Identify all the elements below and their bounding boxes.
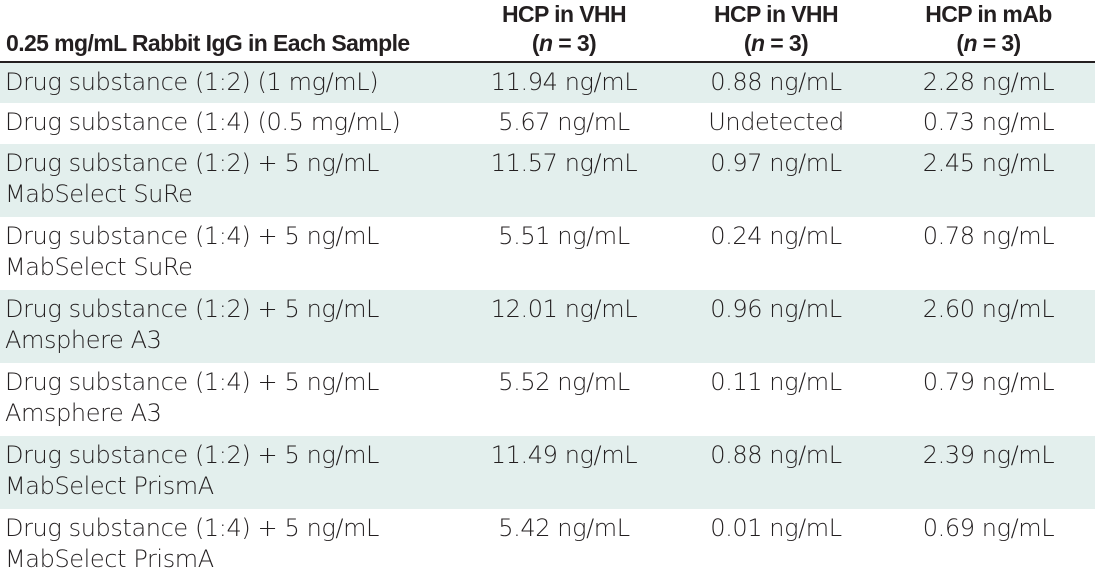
hcp-mab-cell: 0.73 ng/mL: [922, 108, 1055, 136]
hcp-vhh-1-cell: 11.57 ng/mL: [458, 144, 670, 217]
header-n-prefix: (: [531, 30, 540, 56]
header-n-value: = 3): [976, 30, 1021, 56]
hcp-mab-cell: 2.28 ng/mL: [882, 62, 1095, 103]
hcp-vhh-1-cell: 5.42 ng/mL: [498, 514, 630, 542]
sample-cell: Drug substance (1:4) + 5 ng/mL Amsphere A…: [0, 363, 458, 436]
sample-line1: Drug substance (1:2) + 5 ng/mL: [5, 441, 380, 469]
sample-cell: Drug substance (1:2) + 5 ng/mL MabSelect …: [0, 436, 458, 509]
sample-line2: Amsphere A3: [5, 399, 162, 427]
header-label: HCP in VHH: [714, 1, 839, 27]
sample-line1: Drug substance (1:4) (0.5 mg/mL): [5, 108, 401, 136]
header-n-symbol: n: [538, 30, 553, 56]
sample-cell: Drug substance (1:4) + 5 ng/mL MabSelect …: [0, 217, 458, 290]
hcp-mab-cell: 2.60 ng/mL: [882, 290, 1095, 363]
header-n-prefix: (: [956, 30, 964, 56]
table-row: Drug substance (1:2) + 5 ng/mL MabSelect …: [0, 436, 1095, 509]
sample-cell: Drug substance (1:2) + 5 ng/mL Amsphere A…: [0, 290, 458, 363]
hcp-vhh-1-cell: 11.49 ng/mL: [458, 436, 670, 509]
header-n-value: = 3): [552, 30, 597, 56]
header-sample: 0.25 mg/mL Rabbit IgG in Each Sample: [0, 0, 458, 62]
hcp-mab-cell: 2.39 ng/mL: [882, 436, 1095, 509]
hcp-vhh-1-cell: 11.94 ng/mL: [458, 62, 670, 103]
table-header: 0.25 mg/mL Rabbit IgG in Each Sample HCP…: [0, 0, 1095, 62]
hcp-mab-cell: 0.69 ng/mL: [922, 514, 1055, 542]
header-hcp-vhh-2: HCP in VHH (n = 3): [670, 0, 882, 62]
sample-line2: Amsphere A3: [5, 326, 162, 354]
header-n-symbol: n: [963, 30, 977, 56]
header-label: HCP in VHH: [502, 1, 627, 27]
table-row: Drug substance (1:2) + 5 ng/mL MabSelect …: [0, 144, 1095, 217]
table-row: Drug substance (1:4) (0.5 mg/mL) 5.67 ng…: [0, 103, 1095, 144]
hcp-vhh-1-cell: 5.52 ng/mL: [498, 368, 630, 396]
sample-cell: Drug substance (1:2) + 5 ng/mL MabSelect …: [0, 144, 458, 217]
hcp-vhh-1-cell: 5.67 ng/mL: [498, 108, 630, 136]
header-n-prefix: (: [743, 30, 752, 56]
table-row: Drug substance (1:2) + 5 ng/mL Amsphere A…: [0, 290, 1095, 363]
hcp-mab-cell: 0.79 ng/mL: [922, 368, 1055, 396]
header-n-symbol: n: [750, 30, 765, 56]
table-row: Drug substance (1:4) + 5 ng/mL MabSelect …: [0, 509, 1095, 582]
sample-cell: Drug substance (1:4) + 5 ng/mL MabSelect …: [0, 509, 458, 582]
header-hcp-vhh-1: HCP in VHH (n = 3): [458, 0, 670, 62]
sample-line2: MabSelect SuRe: [5, 180, 193, 208]
table-row: Drug substance (1:4) + 5 ng/mL Amsphere A…: [0, 363, 1095, 436]
sample-line1: Drug substance (1:4) + 5 ng/mL: [5, 222, 380, 250]
sample-line1: Drug substance (1:2) (1 mg/mL): [5, 68, 379, 96]
sample-line2: MabSelect PrismA: [5, 472, 214, 500]
header-row: 0.25 mg/mL Rabbit IgG in Each Sample HCP…: [0, 0, 1095, 62]
sample-cell: Drug substance (1:2) (1 mg/mL): [0, 62, 458, 103]
header-n-value: = 3): [764, 30, 809, 56]
sample-line2: MabSelect PrismA: [5, 545, 214, 573]
table-row: Drug substance (1:2) (1 mg/mL) 11.94 ng/…: [0, 62, 1095, 103]
header-sample-label: 0.25 mg/mL Rabbit IgG in Each Sample: [6, 30, 410, 56]
sample-line2: MabSelect SuRe: [5, 253, 193, 281]
hcp-vhh-2-cell: 0.01 ng/mL: [710, 514, 842, 542]
hcp-vhh-2-cell: 0.11 ng/mL: [710, 368, 842, 396]
table-body: Drug substance (1:2) (1 mg/mL) 11.94 ng/…: [0, 62, 1095, 582]
sample-cell: Drug substance (1:4) (0.5 mg/mL): [0, 103, 458, 144]
sample-line1: Drug substance (1:4) + 5 ng/mL: [5, 514, 380, 542]
sample-line1: Drug substance (1:2) + 5 ng/mL: [5, 149, 380, 177]
sample-line1: Drug substance (1:2) + 5 ng/mL: [5, 295, 380, 323]
hcp-vhh-2-cell: Undetected: [708, 108, 844, 136]
sample-line1: Drug substance (1:4) + 5 ng/mL: [5, 368, 380, 396]
table-row: Drug substance (1:4) + 5 ng/mL MabSelect …: [0, 217, 1095, 290]
hcp-vhh-1-cell: 5.51 ng/mL: [498, 222, 630, 250]
hcp-mab-cell: 0.78 ng/mL: [922, 222, 1055, 250]
header-label: HCP in mAb: [925, 1, 1052, 27]
hcp-vhh-2-cell: 0.97 ng/mL: [670, 144, 882, 217]
hcp-vhh-1-cell: 12.01 ng/mL: [458, 290, 670, 363]
hcp-mab-cell: 2.45 ng/mL: [882, 144, 1095, 217]
hcp-vhh-2-cell: 0.88 ng/mL: [670, 62, 882, 103]
hcp-vhh-2-cell: 0.88 ng/mL: [670, 436, 882, 509]
hcp-vhh-2-cell: 0.24 ng/mL: [710, 222, 842, 250]
header-hcp-mab: HCP in mAb (n = 3): [882, 0, 1095, 62]
hcp-vhh-2-cell: 0.96 ng/mL: [670, 290, 882, 363]
